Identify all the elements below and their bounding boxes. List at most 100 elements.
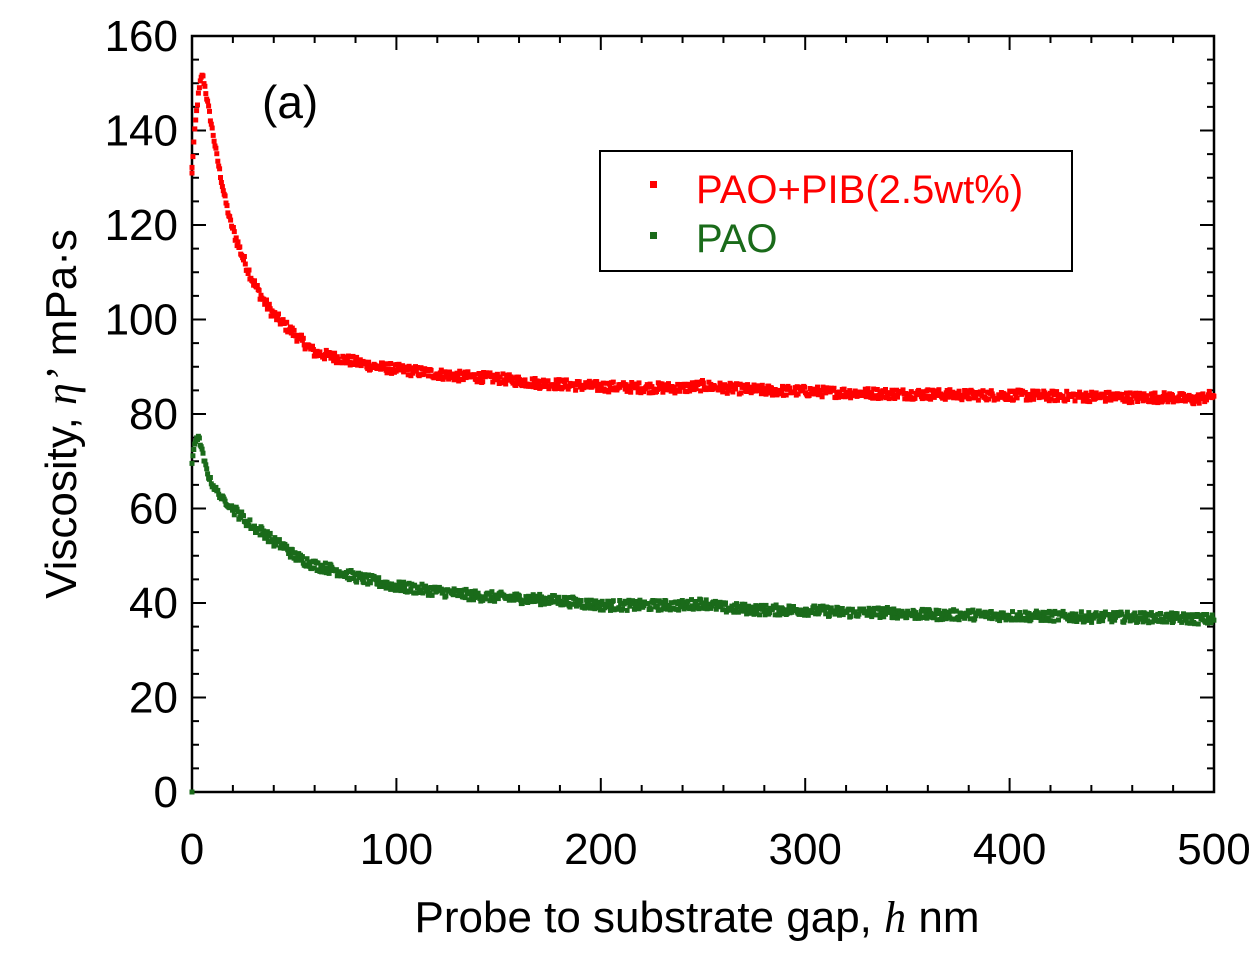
data-point [724,390,730,396]
data-point [681,606,687,612]
data-point [666,381,671,387]
data-point [574,597,580,603]
data-point [1010,397,1016,403]
data-point [940,395,946,401]
data-point [954,395,960,401]
data-point [417,587,423,593]
data-point [586,378,592,384]
data-point [747,384,753,390]
data-point [215,487,221,493]
data-point [384,370,390,376]
data-point [936,387,942,393]
data-point [690,383,696,389]
data-point [826,613,832,619]
data-point [437,370,443,376]
data-point [698,388,704,394]
data-point [450,592,456,598]
data-point [191,139,197,145]
data-point [513,383,519,388]
data-point [675,381,681,387]
data-point [678,603,684,609]
data-point [585,598,590,604]
data-point [401,369,407,375]
data-point [1087,615,1093,621]
data-point [1079,392,1085,398]
data-point [284,319,290,325]
data-point [1130,616,1136,622]
data-point [1193,398,1199,404]
y-tick-label: 160 [105,12,178,61]
data-point [1017,610,1023,615]
data-point [1119,391,1125,397]
data-point [583,604,589,610]
data-point [738,390,744,396]
data-point [635,603,641,609]
data-point [423,583,429,589]
data-point [492,598,498,604]
data-point [833,395,839,401]
x-axis-title: Probe to substrate gap, h nm [415,893,980,942]
data-point [887,606,893,612]
data-point [451,377,457,383]
data-point [1204,397,1209,403]
data-point [1089,619,1095,625]
data-point [345,353,351,359]
data-point [832,611,838,617]
data-point [1144,611,1150,617]
data-point [354,579,360,585]
data-point [1031,396,1037,402]
data-point [495,596,501,602]
data-point [1208,620,1214,626]
data-point [551,593,557,599]
data-point [1166,394,1172,400]
data-point [855,393,861,399]
data-point [655,607,661,613]
data-point [436,373,442,379]
data-point [569,601,575,607]
data-point [339,360,345,366]
data-point [284,543,290,549]
x-tick-label: 300 [768,825,841,874]
data-point [357,357,363,363]
data-point [350,353,356,359]
data-point [1171,395,1177,401]
data-point [378,366,384,372]
data-point [376,575,382,581]
data-point [912,395,918,401]
data-point [371,573,377,579]
data-point [277,321,283,327]
data-point [1088,393,1094,399]
data-point [661,382,667,388]
data-point [560,384,566,390]
data-point [644,382,650,388]
data-point [774,605,780,611]
data-point [475,590,481,596]
data-point [231,512,237,518]
data-point [441,587,447,593]
data-point [398,588,404,594]
data-point [533,385,539,390]
data-point [865,610,871,616]
data-point [1168,613,1174,619]
data-point [918,389,923,395]
data-point [1191,401,1197,407]
data-point [668,600,674,606]
data-point [1188,394,1194,400]
data-point [578,598,584,603]
data-point [970,607,976,613]
data-point [1092,396,1098,401]
y-axis-title: Viscosity, η’ mPa·s [37,229,86,599]
data-point [365,581,371,587]
data-point [638,390,644,396]
data-point [565,386,571,392]
data-point [1073,611,1079,617]
data-point [723,383,729,389]
data-point [763,391,769,397]
data-point [1087,399,1093,405]
data-point [925,612,931,618]
data-point [1122,617,1128,623]
data-point [1077,389,1083,395]
data-point [196,85,202,91]
data-point [676,607,682,613]
data-point [502,377,508,383]
